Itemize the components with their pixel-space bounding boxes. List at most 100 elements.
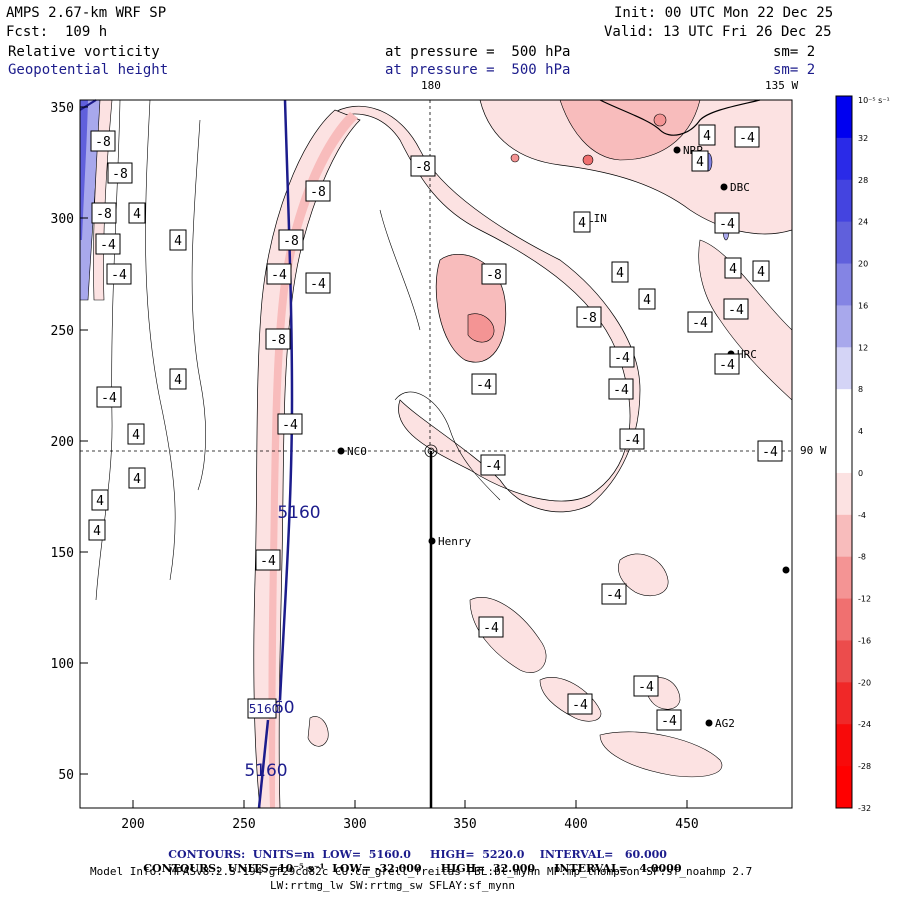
station-label: LIN [587, 212, 607, 225]
colorbar-segment [836, 724, 852, 767]
height-contour-5160-a [278, 99, 294, 701]
contour-label: 4 [757, 265, 765, 280]
stations-layer: NCOHenryLINDBCHRCAG2NRP [337, 144, 757, 730]
contour-label: -8 [95, 135, 111, 150]
vorticity-contour-summary: CONTOURS: UNITS=10⁻⁵ s⁻¹ LOW= -32.000 HI… [143, 862, 681, 875]
vorticity-contour-high: HIGH= 32.000 [440, 862, 536, 875]
contour-label-box [567, 693, 593, 715]
contour-label-box [714, 212, 740, 234]
contour-label: -4 [476, 378, 492, 393]
y-tick-label: 200 [51, 435, 74, 450]
contour-label-box [714, 353, 740, 375]
contour-label-box [601, 583, 627, 605]
contour-label-box [169, 229, 187, 251]
contour-label-box [734, 126, 760, 148]
contour-label-box [128, 202, 146, 224]
model-info: Model Info: MPASv8.2.3-194-gf29cd82c CU:… [90, 865, 753, 878]
contour-label: -4 [661, 714, 677, 729]
contour-label-box [305, 272, 331, 294]
contour-label-box [723, 298, 749, 320]
contour-label-box [266, 263, 292, 285]
contour-label: -8 [270, 333, 286, 348]
contour-label: -8 [112, 167, 128, 182]
contour-label: 4 [696, 155, 704, 170]
y-tick-label: 50 [58, 768, 74, 783]
x-tick-label: 250 [232, 817, 255, 832]
contour-label-box [95, 233, 121, 255]
station-marker [337, 447, 345, 455]
vorticity-blob-6 [307, 716, 329, 747]
contour-label-box [88, 519, 106, 541]
contour-label-box [608, 378, 634, 400]
contour-label-box [573, 211, 591, 233]
meridian-135w-label: 135 W [765, 79, 799, 92]
pole-marker-inner [427, 447, 435, 455]
edge-station-marker [782, 566, 790, 574]
contour-pos-5 [379, 209, 421, 331]
height-contour-summary: CONTOURS: UNITS=m LOW= 5160.0 HIGH= 5220… [168, 848, 667, 861]
contour-label-box [609, 346, 635, 368]
colorbar-segment [836, 179, 852, 223]
colorbar-segment [836, 472, 852, 516]
contour-label: -4 [606, 588, 622, 603]
station-label: NCO [347, 445, 367, 458]
contour-label-box [638, 288, 656, 310]
station-marker [720, 183, 728, 191]
station-label: HRC [737, 348, 757, 361]
contour-label: 4 [703, 129, 711, 144]
colorbar-tick-label: -28 [858, 762, 871, 771]
contour-label: 4 [578, 216, 586, 231]
contour-label-box [128, 467, 146, 489]
contour-label-box [90, 130, 116, 152]
contour-label: 4 [96, 494, 104, 509]
contour-label: 4 [133, 207, 141, 222]
colorbar-segment [836, 96, 852, 139]
init-time: Init: 00 UTC Mon 22 Dec 25 [614, 5, 834, 21]
contour-label: -4 [614, 351, 630, 366]
contour-label-box [757, 440, 783, 462]
contour-label-box [480, 454, 506, 476]
colorbar-segment [836, 556, 852, 600]
contour-label-box [96, 386, 122, 408]
vorticity-spot-1 [582, 154, 594, 166]
vorticity-blob-1 [469, 597, 547, 673]
contour-label: -4 [101, 391, 117, 406]
contour-label: -4 [310, 277, 326, 292]
contour-label-box [752, 260, 770, 282]
contour-label: 4 [174, 234, 182, 249]
height-contour-left [79, 99, 97, 111]
height-labels-layer: 5160516051605160 [244, 503, 320, 781]
axis-ticks [80, 106, 688, 808]
axis-tick-labels: 200 250 300 350 400 450 350 300 250 200 150 100 50 [51, 101, 699, 832]
contour-pos-3 [191, 119, 206, 491]
y-tick-label: 100 [51, 657, 74, 672]
colorbar-tick-label: -8 [858, 553, 866, 562]
height-contour-high: HIGH= 5220.0 [430, 848, 525, 861]
contour-label: -8 [486, 268, 502, 283]
contour-label: -4 [692, 316, 708, 331]
colorbar-tick-label: -24 [858, 720, 871, 729]
colorbar: 10⁻⁵ s⁻¹ 32 28 24 20 16 12 8 4 0 -4 -8 -12 -16 -20 -24 -… [835, 95, 890, 813]
contour-label-box [687, 311, 713, 333]
vorticity-core-inner [467, 313, 495, 343]
contour-label: 4 [174, 373, 182, 388]
contour-label: -8 [581, 311, 597, 326]
x-tick-label: 450 [675, 817, 698, 832]
station-marker [705, 719, 713, 727]
contour-label-box [481, 263, 507, 285]
colorbar-segment [836, 137, 852, 181]
forecast-hour: Fcst: 109 h [6, 24, 108, 40]
field1-smoothing: sm= 2 [773, 44, 816, 60]
colorbar-tick-label: 20 [858, 260, 868, 269]
colorbar-segment [836, 221, 852, 265]
meridian-180-label: 180 [421, 79, 441, 92]
coastline [599, 99, 761, 136]
colorbar-segment [836, 640, 852, 683]
x-tick-label: 400 [564, 817, 587, 832]
colorbar-segment [836, 347, 852, 390]
contour-label-box [305, 180, 331, 202]
colorbar-segment [836, 431, 852, 474]
plot-frame [79, 99, 793, 809]
contour-pos-4 [394, 391, 501, 501]
contour-label: -4 [719, 217, 735, 232]
